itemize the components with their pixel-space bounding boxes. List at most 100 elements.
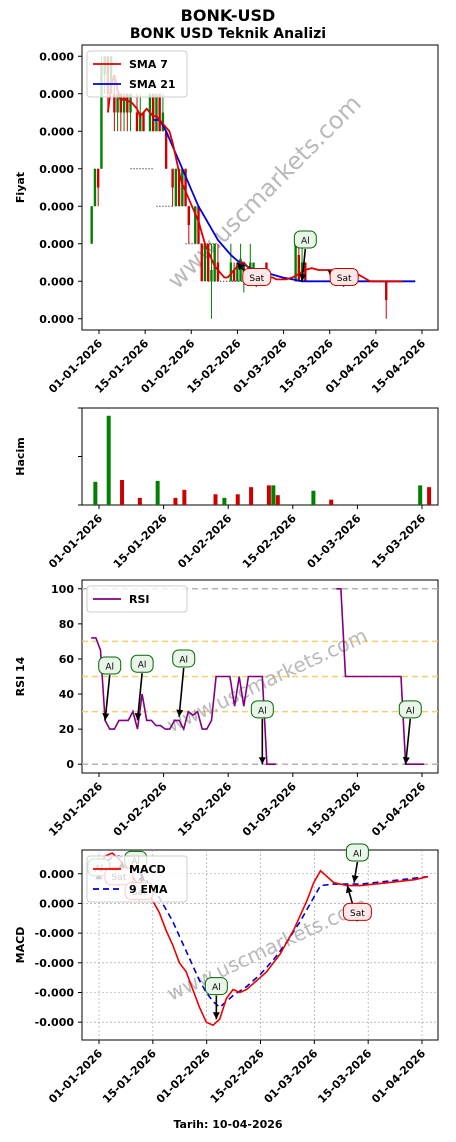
price-candle-body — [184, 168, 187, 207]
macd-ytick-label: -0.000 — [35, 927, 75, 940]
volume-bar — [249, 487, 254, 505]
volume-bar — [427, 487, 432, 505]
volume-bar — [275, 495, 280, 505]
rsi-watermark: www.uscmarkets.com — [163, 623, 371, 737]
volume-bar — [182, 489, 187, 505]
macd-signal-arrowhead — [212, 1012, 220, 1020]
price-candle-body — [181, 168, 184, 207]
rsi-signal-box — [130, 654, 154, 673]
macd-xtick-label: 01-03-2026 — [261, 1047, 320, 1106]
macd-ytick-label: 0.000 — [39, 897, 74, 910]
price-candle-body — [122, 93, 126, 113]
rsi-ytick-label: 80 — [59, 618, 75, 631]
price-candle-body — [129, 93, 132, 113]
macd-legend-box — [86, 855, 188, 903]
rsi-xtick-label: 15-01-2026 — [46, 780, 105, 839]
volume-bar — [235, 494, 240, 505]
macd-signal-label: Sat — [350, 909, 365, 919]
price-candle-body — [297, 255, 301, 282]
rsi-ytick-label: 60 — [59, 653, 75, 666]
price-candle-body — [155, 93, 158, 132]
price-candle-body — [385, 281, 388, 300]
price-ytick-label: 0.000 — [39, 125, 74, 138]
page-subtitle: BONK USD Teknik Analizi — [129, 26, 327, 42]
price-ylabel: Fiyat — [14, 172, 27, 203]
volume-bar — [120, 480, 125, 505]
price-candle-body — [119, 93, 123, 113]
rsi-signal-box — [398, 700, 422, 719]
price-candle-body — [171, 168, 174, 188]
price-ytick-label: 0.000 — [39, 163, 74, 176]
macd-ylabel: MACD — [14, 927, 27, 964]
price-signal-label: Sat — [337, 274, 352, 284]
volume-bar — [418, 485, 423, 505]
rsi-legend-label: RSI — [129, 593, 150, 606]
price-candle-body — [207, 243, 210, 282]
volume-ylabel: Hacim — [14, 437, 27, 475]
price-candle-body — [304, 262, 307, 282]
volume-bar — [173, 497, 178, 505]
price-signal-box — [329, 268, 359, 286]
price-candle-body — [200, 243, 203, 282]
rsi-signal-arrowhead — [102, 713, 110, 721]
macd-signal-box — [204, 977, 228, 996]
price-candle-body — [152, 93, 155, 132]
price-candle-body — [216, 262, 220, 282]
price-legend-label: SMA 7 — [129, 58, 168, 71]
rsi-signal-box — [250, 700, 274, 719]
rsi-signal-arrowhead — [402, 756, 410, 765]
rsi-signal-label: Al — [406, 706, 415, 716]
volume-xtick-label: 01-03-2026 — [305, 512, 364, 571]
macd-xtick-label: 15-01-2026 — [100, 1047, 159, 1106]
price-signal-label: Al — [301, 237, 310, 247]
price-sma7-line — [107, 74, 403, 283]
price-candle-body — [232, 270, 236, 282]
price-candle-body — [100, 63, 103, 169]
rsi-signal-arrow — [404, 718, 412, 765]
price-candle-body — [187, 206, 190, 225]
price-candle-body — [113, 93, 116, 113]
macd-xtick-label: 01-01-2026 — [46, 1047, 105, 1106]
rsi-ytick-label: 0 — [66, 758, 74, 771]
volume-xtick-label: 01-02-2026 — [175, 512, 234, 571]
rsi-signal-arrowhead — [176, 709, 184, 717]
macd-legend-label: MACD — [129, 863, 166, 876]
rsi-ytick-label: 40 — [59, 688, 75, 701]
rsi-ytick-label: 20 — [59, 723, 75, 736]
price-candle-body — [203, 243, 207, 282]
macd-signal-box — [345, 843, 369, 862]
price-candle-body — [229, 262, 233, 282]
rsi-xtick-label: 01-04-2026 — [369, 780, 428, 839]
page-title: BONK-USD — [180, 6, 276, 25]
volume-bar — [266, 485, 271, 505]
rsi-xtick-label: 15-03-2026 — [305, 780, 364, 839]
volume-bar — [222, 497, 227, 505]
macd-signal-label: Al — [353, 849, 362, 859]
macd-signal-arrowhead — [351, 875, 359, 883]
macd-ytick-label: -0.000 — [35, 957, 75, 970]
price-signal-box — [293, 230, 317, 249]
price-ytick-label: 0.000 — [39, 88, 74, 101]
price-candle-body — [213, 243, 216, 282]
price-signal-arrowhead — [237, 262, 245, 271]
volume-xtick-label: 01-01-2026 — [46, 512, 105, 571]
macd-xtick-label: 15-03-2026 — [315, 1047, 374, 1106]
price-legend-box — [86, 50, 188, 98]
price-legend-label: SMA 21 — [129, 78, 176, 91]
volume-bar — [93, 481, 98, 505]
volume-bar — [106, 415, 111, 505]
volume-bar — [329, 499, 334, 505]
price-ytick-label: 0.000 — [39, 238, 74, 251]
price-candle-body — [194, 206, 197, 244]
volume-bar — [311, 490, 316, 505]
rsi-signal-label: Al — [105, 662, 114, 672]
volume-bar — [213, 494, 218, 505]
price-candle-body — [197, 206, 200, 244]
macd-xtick-label: 15-02-2026 — [208, 1047, 267, 1106]
price-candle-body — [236, 262, 239, 282]
price-candle-body — [161, 112, 165, 132]
price-signal-arrowhead — [299, 273, 307, 282]
macd-legend-label: 9 EMA — [129, 883, 168, 896]
rsi-ylabel: RSI 14 — [14, 656, 27, 696]
rsi-signal-box — [98, 656, 122, 675]
